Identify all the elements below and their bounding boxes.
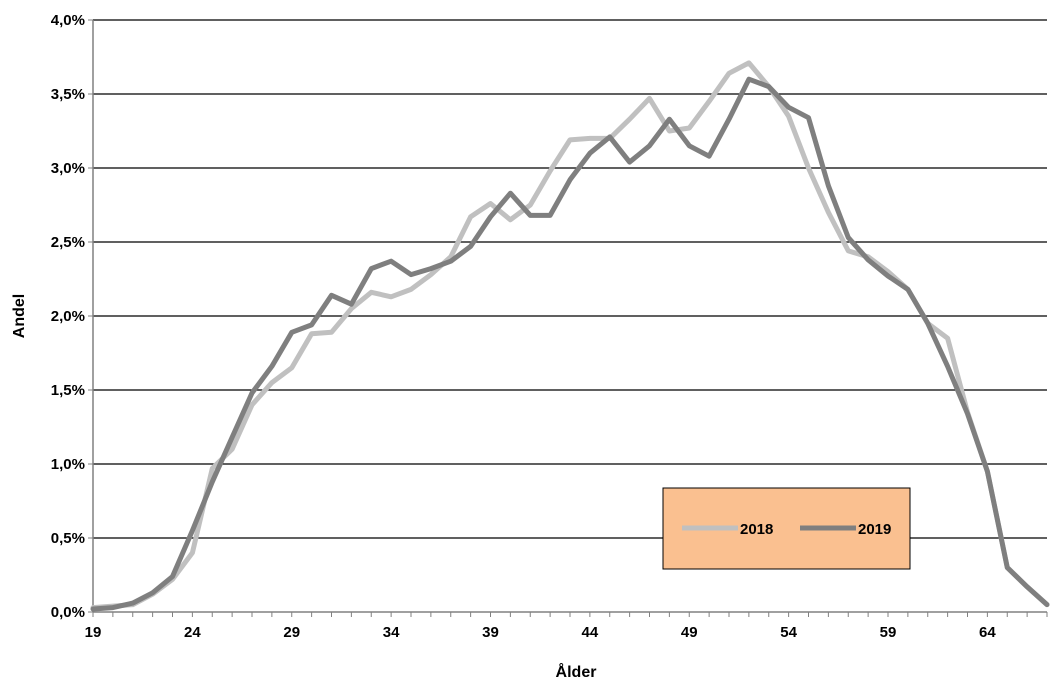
y-axis-title: Andel bbox=[11, 294, 28, 338]
y-tick-label: 0,0% bbox=[51, 604, 85, 621]
y-tick-label: 2,0% bbox=[51, 308, 85, 325]
x-tick-label: 44 bbox=[582, 624, 599, 641]
legend: 2018 2019 bbox=[662, 487, 911, 570]
legend-label-2018: 2018 bbox=[740, 521, 773, 538]
x-tick-label: 49 bbox=[681, 624, 698, 641]
x-tick-label: 54 bbox=[780, 624, 797, 641]
tick-labels: 0,0% 0,5% 1,0% 1,5% 2,0% 2,5% 3,0% 3,5% 4,0% 19 24… bbox=[51, 12, 997, 641]
series-lines bbox=[90, 60, 1050, 612]
gridlines bbox=[93, 19, 1047, 539]
x-tick-label: 34 bbox=[383, 624, 400, 641]
series-line-2018 bbox=[90, 60, 1050, 611]
series-line-2019 bbox=[90, 76, 1050, 612]
y-tick-label: 1,0% bbox=[51, 456, 85, 473]
x-tick-label: 39 bbox=[482, 624, 499, 641]
y-tick-label: 3,0% bbox=[51, 160, 85, 177]
x-tick-label: 19 bbox=[85, 624, 102, 641]
x-axis-title: Ålder bbox=[556, 662, 597, 681]
x-tick-label: 64 bbox=[979, 624, 996, 641]
y-tick-label: 4,0% bbox=[51, 12, 85, 29]
x-tick-label: 29 bbox=[283, 624, 300, 641]
x-tick-label: 24 bbox=[184, 624, 201, 641]
y-tick-label: 0,5% bbox=[51, 530, 85, 547]
y-tick-label: 1,5% bbox=[51, 382, 85, 399]
x-tick-label: 59 bbox=[880, 624, 897, 641]
axes bbox=[88, 19, 1048, 617]
y-tick-label: 2,5% bbox=[51, 234, 85, 251]
legend-label-2019: 2019 bbox=[858, 521, 891, 538]
y-tick-label: 3,5% bbox=[51, 86, 85, 103]
